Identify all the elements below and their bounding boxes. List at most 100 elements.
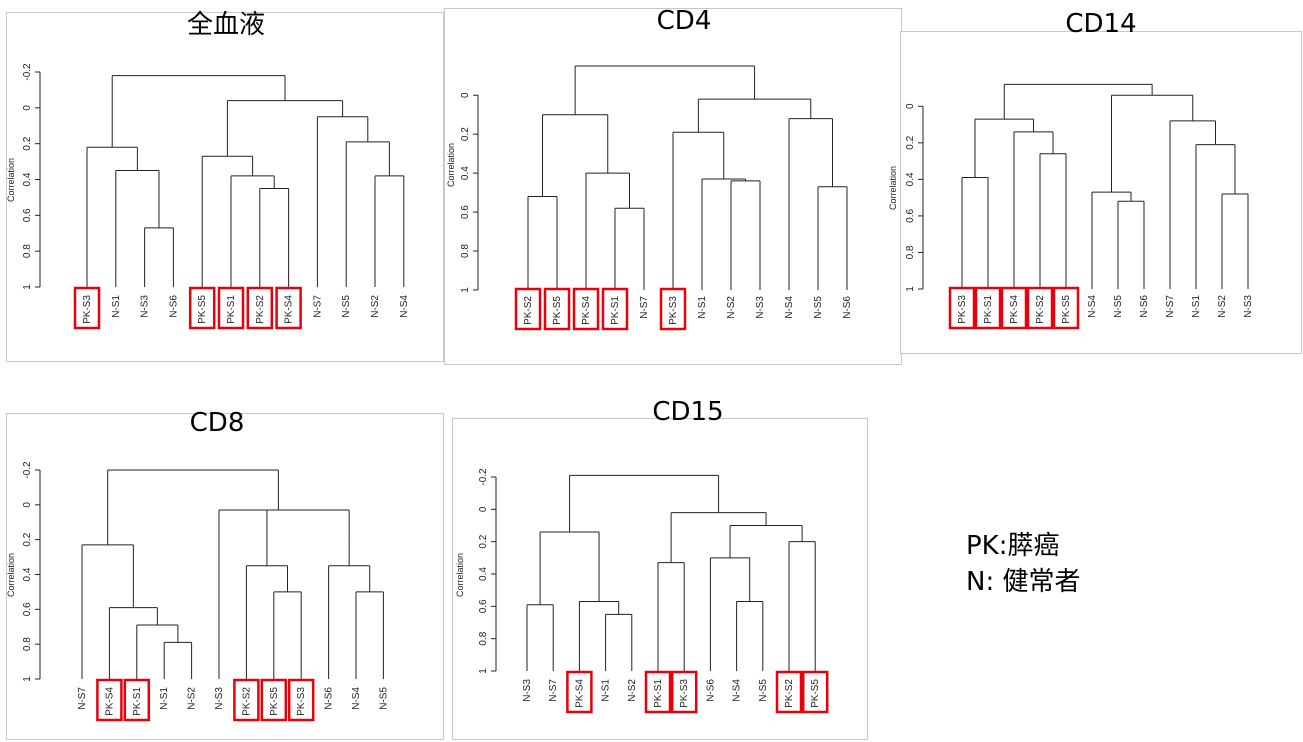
y-tick-label: 1 [460,287,471,293]
leaf-label: N-S5 [813,296,824,319]
leaf-label: N-S1 [601,679,612,702]
panel-frame-cd15 [452,418,868,740]
y-tick-label: 0.8 [22,244,33,258]
highlight-box [601,287,629,331]
leaf-label: PK-S2 [255,295,266,324]
leaf-label: PK-S4 [1009,295,1020,324]
leaf-label: PK-S5 [552,296,563,325]
leaf-label: N-S3 [214,687,225,710]
leaf-label: N-S2 [370,295,381,318]
legend-n: N: 健常者 [966,567,1081,597]
y-tick-label: -0.2 [22,461,33,479]
y-tick-label: -0.2 [22,63,33,81]
y-tick-label: 0.4 [905,172,916,186]
leaf-label: N-S5 [378,687,389,710]
leaf-label: N-S1 [111,295,122,318]
leaf-label: PK-S4 [284,295,295,324]
leaf-label: PK-S3 [668,296,679,325]
y-tick-label: 1 [22,676,33,682]
leaf-label: PK-S5 [197,295,208,324]
leaf-label: N-S2 [187,687,198,710]
y-tick-label: 0 [22,105,33,111]
leaf-label: N-S5 [341,295,352,318]
highlight-box [96,678,123,722]
highlight-box [566,670,593,714]
leaf-label: PK-S4 [104,687,115,716]
highlight-box [123,678,151,722]
leaf-label: N-S1 [1191,295,1202,318]
highlight-box [1052,286,1080,330]
leaf-label: PK-S1 [983,295,994,324]
leaf-label: PK-S1 [226,295,237,324]
panel-title-cd15: CD15 [652,397,724,427]
y-axis-title: Correlation [455,553,465,597]
leaf-label: PK-S3 [957,295,968,324]
panel-title-whole-blood: 全血液 [186,10,266,40]
panel-title-cd4: CD4 [656,6,712,36]
y-tick-label: 0.2 [22,532,33,546]
leaf-label: PK-S1 [132,687,143,716]
leaf-label: N-S2 [627,679,638,702]
y-tick-label: 0.4 [22,567,33,581]
leaf-label: N-S4 [732,679,743,702]
leaf-label: N-S5 [1113,295,1124,318]
highlight-box [1000,286,1028,330]
y-tick-label: 0.6 [22,602,33,616]
leaf-label: N-S1 [697,296,708,319]
highlight-box [974,286,1002,330]
leaf-label: N-S5 [758,679,769,702]
panel-title-cd14: CD14 [1065,9,1137,39]
leaf-label: N-S4 [1087,295,1098,318]
leaf-label: PK-S3 [82,295,93,324]
leaf-label: PK-S2 [1035,295,1046,324]
highlight-box [801,670,829,714]
legend: PK:膵癌 N: 健常者 [966,528,1080,600]
leaf-label: PK-S1 [653,679,664,708]
panel-frame-whole-blood [6,12,444,362]
leaf-label: PK-S2 [241,687,252,716]
leaf-label: N-S2 [1217,295,1228,318]
y-tick-label: 0.2 [460,127,471,141]
leaf-label: N-S7 [77,687,88,710]
leaf-label: PK-S2 [523,296,534,325]
leaf-label: N-S4 [351,687,362,710]
highlight-box [775,670,803,714]
y-tick-label: 0.6 [22,208,33,222]
leaf-label: N-S7 [639,296,650,319]
y-tick-label: 0.4 [22,172,33,186]
y-tick-label: 0.6 [460,205,471,219]
leaf-label: N-S3 [140,295,151,318]
y-tick-label: 0.4 [478,567,489,581]
y-tick-label: 1 [478,668,489,674]
highlight-box [543,287,571,331]
legend-pk: PK:膵癌 [966,531,1060,561]
leaf-label: N-S4 [399,295,410,318]
leaf-label: PK-S5 [1061,295,1072,324]
highlight-box [514,287,542,331]
leaf-label: N-S6 [324,687,335,710]
leaf-label: N-S6 [842,296,853,319]
panel-frame-cd8 [6,413,444,740]
highlight-box [659,287,687,331]
y-tick-label: 0.8 [478,631,489,645]
y-tick-label: 0 [22,502,33,508]
highlight-box [233,678,260,722]
y-axis-title: Correlation [6,158,16,202]
leaf-label: N-S6 [168,295,179,318]
y-tick-label: 1 [905,286,916,292]
y-axis-title: Correlation [6,553,16,597]
highlight-box [73,286,101,330]
y-tick-label: -0.2 [478,468,489,486]
leaf-label: N-S3 [1243,295,1254,318]
y-tick-label: 0 [460,92,471,98]
leaf-label: PK-S3 [679,679,690,708]
highlight-box [260,678,288,722]
y-tick-label: 0.2 [478,534,489,548]
y-tick-label: 0.6 [478,599,489,613]
leaf-label: PK-S2 [784,679,795,708]
highlight-box [287,678,315,722]
y-tick-label: 0 [478,506,489,512]
leaf-label: N-S6 [1139,295,1150,318]
leaf-label: N-S4 [784,296,795,319]
